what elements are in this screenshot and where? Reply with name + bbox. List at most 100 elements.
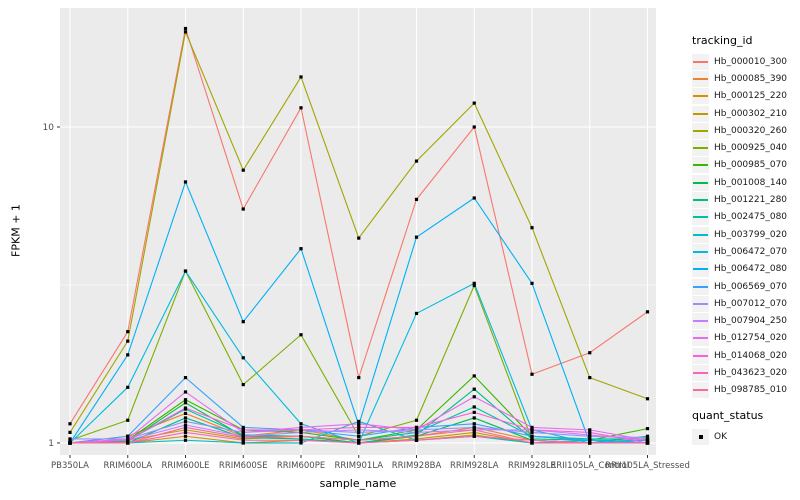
legend-item: Hb_000320_260 — [692, 122, 798, 139]
data-point — [183, 438, 188, 442]
legend-item: Hb_043623_020 — [692, 364, 798, 381]
legend-line-key-icon — [692, 140, 709, 157]
data-point — [414, 428, 419, 432]
data-point — [68, 437, 72, 441]
data-point — [472, 428, 476, 432]
data-point — [530, 372, 534, 376]
legend-item: Hb_006472_080 — [692, 261, 798, 278]
legend-item: Hb_001008_140 — [692, 174, 798, 191]
data-point — [530, 430, 534, 434]
legend-item-label: Hb_001008_140 — [714, 177, 788, 188]
data-point — [126, 438, 130, 442]
data-point — [126, 418, 130, 422]
data-point — [472, 422, 476, 426]
data-point — [472, 387, 476, 391]
legend-item-label: Hb_000125_220 — [714, 91, 788, 102]
data-point — [472, 405, 476, 409]
data-point — [299, 428, 303, 432]
legend-item: Hb_000925_040 — [692, 139, 798, 157]
x-tick-label: RRIM928LA — [450, 461, 499, 471]
legend-item: Hb_001221_280 — [692, 191, 798, 209]
data-point — [357, 430, 361, 434]
data-point — [472, 283, 476, 288]
legend-item: Hb_006472_070 — [692, 243, 798, 260]
legend-line-key-icon — [692, 295, 709, 312]
legend-item: Hb_000985_070 — [692, 157, 798, 174]
legend-item-label: Hb_006472_070 — [714, 246, 788, 257]
data-point — [126, 385, 130, 389]
legend-item: Hb_003799_020 — [692, 226, 798, 243]
legend-item: Hb_007904_250 — [692, 312, 798, 330]
legend-item-label: Hb_014068_020 — [714, 350, 788, 361]
data-point — [357, 428, 361, 432]
y-tick-label: 10 — [43, 123, 55, 133]
data-point — [588, 438, 592, 442]
data-point — [183, 416, 188, 420]
legend-item: Hb_002475_080 — [692, 209, 798, 226]
black-square-point-icon — [692, 428, 709, 445]
data-point — [68, 430, 72, 434]
x-tick-label: PB350LA — [51, 461, 89, 471]
data-point — [241, 356, 245, 360]
data-point — [299, 438, 303, 442]
data-point — [241, 435, 245, 440]
data-point — [183, 419, 188, 424]
legend-line-key-icon — [692, 192, 709, 209]
legend-item: Hb_000010_300 — [692, 53, 798, 70]
data-point — [241, 430, 245, 434]
data-point — [588, 351, 592, 355]
legend-line-key-icon — [692, 53, 709, 70]
data-point — [183, 376, 188, 380]
data-point — [645, 441, 650, 445]
legend-item-label: Hb_000320_260 — [714, 125, 788, 136]
data-point — [299, 106, 303, 110]
data-point — [472, 101, 476, 105]
x-tick-label: RRII105LA_Stressed — [605, 461, 690, 471]
legend-item: Hb_000085_390 — [692, 70, 798, 87]
legend-line-key-icon — [692, 382, 709, 399]
legend-item-label: Hb_002475_080 — [714, 212, 788, 223]
data-point — [530, 425, 534, 430]
data-point — [472, 374, 476, 378]
data-point — [530, 438, 534, 442]
data-point — [472, 281, 476, 285]
legend-line-key-icon — [692, 243, 709, 260]
data-point — [530, 281, 534, 285]
data-point — [645, 438, 650, 442]
x-tick-label: RRIM600SE — [219, 461, 268, 471]
data-point — [357, 236, 361, 240]
x-tick-label: RRIM600LA — [103, 461, 152, 471]
data-point — [183, 428, 188, 432]
data-point — [183, 26, 188, 31]
legend-line-key-icon — [692, 261, 709, 278]
data-point — [588, 433, 592, 437]
data-point — [414, 425, 419, 430]
data-point — [414, 197, 419, 201]
data-point — [357, 425, 361, 430]
legend-item-label: Hb_000085_390 — [714, 73, 788, 84]
legend-item-label: Hb_098785_010 — [714, 385, 788, 396]
y-tick-label: 1 — [48, 439, 54, 449]
data-point — [357, 376, 361, 380]
data-point — [472, 410, 476, 414]
data-point — [357, 438, 361, 442]
legend: tracking_id Hb_000010_300 Hb_000085_390 Hb… — [692, 34, 798, 445]
legend-line-key-icon — [692, 347, 709, 364]
data-point — [414, 430, 419, 434]
data-point — [183, 269, 188, 273]
data-point — [414, 434, 419, 438]
data-point — [126, 353, 130, 357]
legend-item-label: OK — [714, 431, 727, 442]
data-point — [299, 430, 303, 434]
legend-line-key-icon — [692, 70, 709, 87]
data-point — [183, 434, 188, 438]
legend-line-key-icon — [692, 122, 709, 139]
data-point — [530, 441, 534, 445]
data-point — [530, 434, 534, 438]
legend-line-key-icon — [692, 313, 709, 330]
legend-item-label: Hb_006569_070 — [714, 281, 788, 292]
data-point — [183, 30, 188, 34]
data-point — [472, 425, 476, 430]
x-axis-title: sample_name — [319, 477, 397, 490]
legend-item-label: Hb_007012_070 — [714, 298, 788, 309]
